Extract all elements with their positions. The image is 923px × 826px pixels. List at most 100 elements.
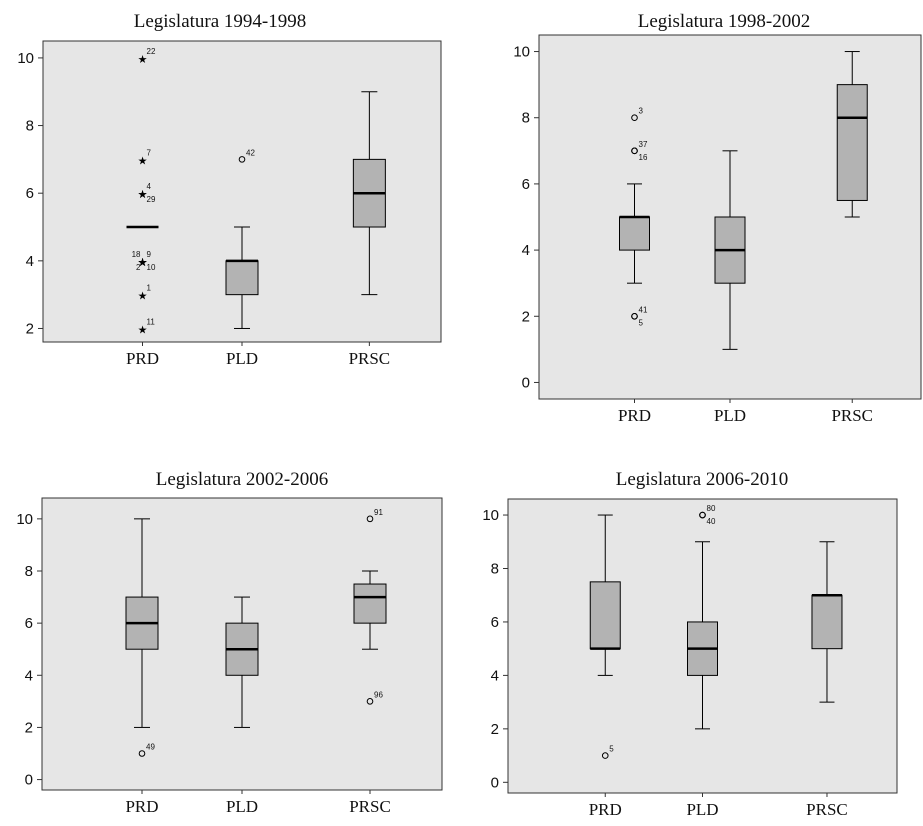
box-iqr	[619, 216, 650, 251]
category-label-prd: PRD	[125, 797, 158, 816]
outlier-label: 5	[639, 318, 644, 327]
outlier-marker-star: ★	[138, 154, 148, 167]
box-prd: 5	[589, 514, 621, 759]
category-label-prsc: PRSC	[349, 797, 391, 816]
y-tick-label: 4	[522, 242, 530, 259]
box-iqr	[353, 583, 387, 624]
outlier-marker-circle	[601, 752, 609, 759]
outlier-label: 10	[147, 263, 156, 272]
category-label-pld: PLD	[714, 406, 746, 425]
y-tick-label: 2	[491, 721, 499, 738]
boxplot-chart-3: Legislatura 2002-2006 0 2 4 6 8 10 PRD PLD PRSC 49…	[16, 469, 443, 816]
y-tick-label: 8	[491, 560, 499, 577]
category-label-pld: PLD	[226, 349, 258, 368]
box-prsc	[836, 51, 868, 218]
chart-panel-2: Legislatura 1998-2002 0 2 4 6 8 10 PRD PLD PRSC 3 3…	[462, 0, 923, 440]
chart-title: Legislatura 2002-2006	[156, 469, 329, 490]
boxplot-chart-4: Legislatura 2006-2010 0 2 4 6 8 10 PRD PLD PRSC 5 8…	[482, 469, 898, 819]
outlier-label: 40	[707, 517, 716, 526]
y-tick-label: 6	[522, 176, 530, 193]
outlier-marker-circle	[366, 515, 374, 523]
box-pld: 42	[225, 148, 259, 329]
category-label-pld: PLD	[686, 800, 718, 819]
outlier-marker-star: ★	[138, 256, 148, 269]
outlier-label: 9	[147, 250, 152, 259]
box-prsc: 91 96	[353, 508, 387, 705]
outlier-label: 11	[147, 317, 156, 326]
outlier-label: 96	[374, 690, 383, 699]
category-label-prsc: PRSC	[349, 349, 391, 368]
y-tick-label: 10	[513, 44, 530, 61]
y-tick-label: 8	[25, 563, 33, 580]
outlier-label: 37	[639, 140, 648, 149]
y-tick-label: 6	[25, 615, 33, 632]
outlier-marker-circle	[366, 698, 374, 705]
box-pld	[714, 150, 746, 350]
y-tick-label: 10	[16, 511, 33, 528]
outlier-marker-circle	[138, 750, 146, 757]
y-tick-label: 8	[26, 118, 34, 135]
outlier-marker-star: ★	[138, 256, 148, 269]
outlier-marker-star: ★	[138, 188, 148, 201]
outlier-marker-star: ★	[138, 323, 148, 336]
y-tick-label: 4	[491, 667, 499, 684]
chart-title: Legislatura 2006-2010	[616, 469, 789, 490]
y-tick-label: 0	[491, 774, 499, 791]
outlier-label: 7	[147, 148, 152, 157]
outlier-label: 16	[639, 153, 648, 162]
outlier-label: 42	[246, 148, 255, 157]
chart-title: Legislatura 1994-1998	[134, 11, 307, 32]
y-tick-label: 4	[25, 667, 33, 684]
y-tick-label: 2	[26, 320, 34, 337]
outlier-label: 4	[147, 182, 152, 191]
category-label-prd: PRD	[126, 349, 159, 368]
y-tick-label: 6	[26, 185, 34, 202]
chart-title: Legislatura 1998-2002	[638, 11, 811, 32]
outlier-marker-star: ★	[138, 256, 148, 269]
outlier-marker-star: ★	[138, 256, 148, 269]
box-prsc	[811, 541, 843, 703]
category-label-prsc: PRSC	[831, 406, 873, 425]
outlier-label: 2	[136, 263, 141, 272]
y-tick-label: 8	[522, 110, 530, 127]
category-label-pld: PLD	[226, 797, 258, 816]
outlier-label: 18	[132, 250, 141, 259]
outlier-marker-star: ★	[138, 188, 148, 201]
chart-panel-4: Legislatura 2006-2010 0 2 4 6 8 10 PRD PLD PRSC 5 8…	[462, 455, 923, 826]
y-tick-label: 6	[491, 614, 499, 631]
outlier-label: 1	[147, 284, 152, 293]
outlier-marker-circle	[238, 156, 246, 163]
outlier-label: 5	[609, 745, 614, 754]
outlier-label: 3	[639, 107, 644, 116]
category-label-prd: PRD	[589, 800, 622, 819]
outlier-marker-star: ★	[138, 290, 148, 303]
category-label-prsc: PRSC	[806, 800, 848, 819]
outlier-label: 41	[639, 305, 648, 314]
box-prd: 3 37 16 41 5	[619, 107, 650, 327]
outlier-label: 22	[147, 47, 156, 56]
outlier-marker-circle	[631, 147, 638, 155]
box-prsc	[352, 91, 386, 296]
box-pld	[225, 596, 259, 728]
outlier-marker-circle	[631, 114, 638, 122]
outlier-label: 91	[374, 508, 383, 517]
category-label-prd: PRD	[618, 406, 651, 425]
chart-panel-1: Legislatura 1994-1998 2 4 6 8 10 PRD PLD PRSC ★ 22…	[0, 0, 462, 380]
y-tick-label: 10	[17, 50, 34, 67]
outlier-marker-circle	[631, 312, 638, 320]
outlier-marker-star: ★	[138, 53, 148, 66]
outlier-label: 29	[147, 195, 156, 204]
box-iqr	[836, 84, 868, 201]
y-tick-label: 0	[522, 374, 530, 391]
y-tick-label: 2	[522, 308, 530, 325]
outlier-marker-circle	[699, 511, 706, 519]
y-tick-label: 0	[25, 772, 33, 789]
box-prd: ★22★7★4★ 29★18★9★2★ 10★1★11	[126, 47, 159, 336]
box-prd: 49	[125, 518, 159, 757]
y-tick-label: 4	[26, 253, 34, 270]
y-tick-label: 2	[25, 719, 33, 736]
outlier-label: 80	[707, 504, 716, 513]
box-iqr	[811, 594, 843, 650]
